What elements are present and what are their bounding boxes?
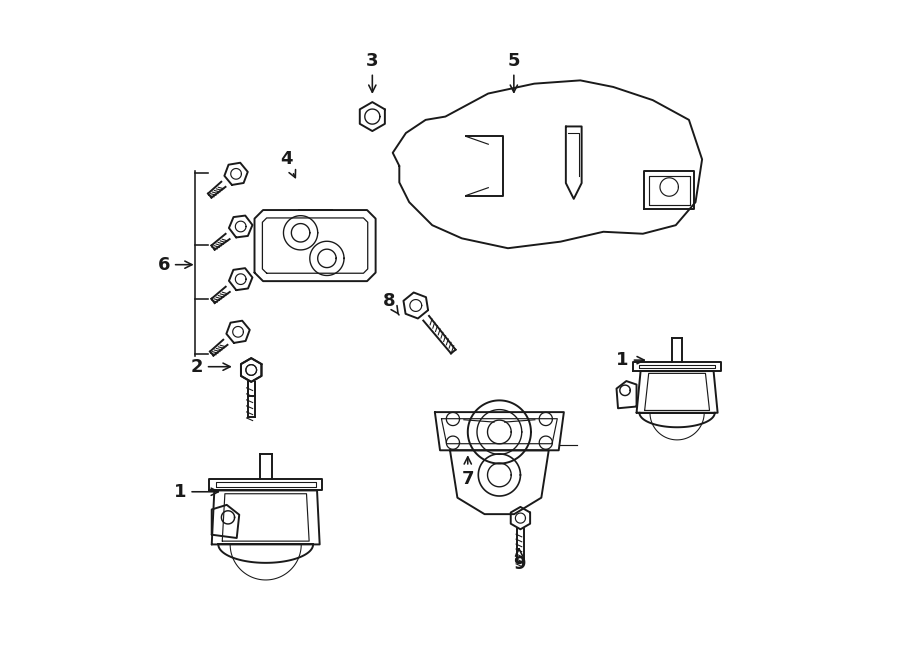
- Text: 9: 9: [513, 549, 526, 573]
- Text: 4: 4: [281, 150, 295, 178]
- Text: 6: 6: [158, 256, 192, 274]
- Text: 7: 7: [462, 457, 474, 488]
- Text: 2: 2: [190, 358, 230, 375]
- Text: 8: 8: [383, 292, 399, 315]
- Text: 3: 3: [366, 52, 379, 93]
- Text: 5: 5: [508, 52, 520, 93]
- Text: 1: 1: [616, 351, 644, 369]
- Text: 1: 1: [174, 483, 219, 501]
